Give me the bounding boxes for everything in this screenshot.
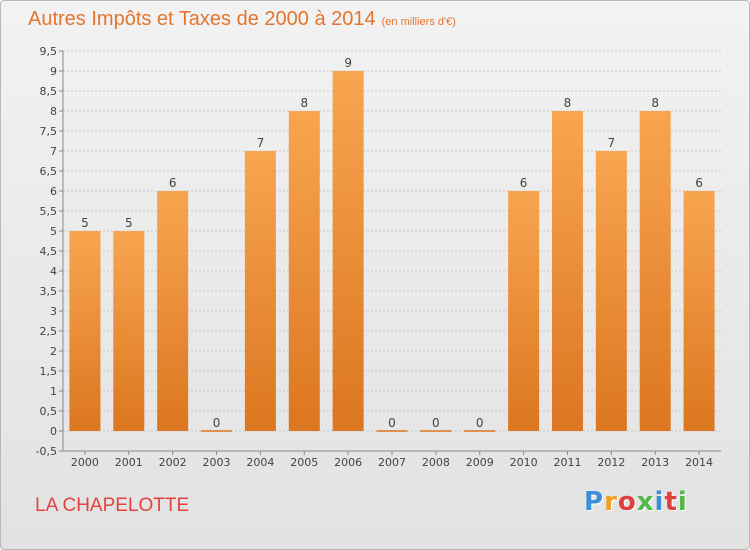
y-tick-label: 5 — [50, 225, 57, 238]
value-label-2007: 0 — [388, 416, 396, 430]
value-label-2008: 0 — [432, 416, 440, 430]
value-label-2012: 7 — [608, 136, 616, 150]
y-tick-label: 3,5 — [40, 285, 58, 298]
bar-2012 — [595, 151, 627, 431]
value-label-2013: 8 — [651, 96, 659, 110]
value-label-2000: 5 — [81, 216, 89, 230]
x-tick-label: 2011 — [553, 456, 581, 469]
value-label-2005: 8 — [300, 96, 308, 110]
y-tick-label: 7,5 — [40, 125, 58, 138]
bar-2011 — [551, 111, 583, 431]
value-label-2009: 0 — [476, 416, 484, 430]
bars: 5 5 6 0 7 8 9 0 0 0 6 8 7 8 6 — [69, 56, 715, 432]
x-tick-label: 2012 — [597, 456, 625, 469]
value-label-2006: 9 — [344, 56, 352, 70]
y-tick-label: 8,5 — [40, 85, 58, 98]
y-tick-label: 6,5 — [40, 165, 58, 178]
y-tick-label: 7 — [50, 145, 57, 158]
x-tick-label: 2010 — [510, 456, 538, 469]
y-tick-label: 1 — [50, 385, 57, 398]
commune-name: LA CHAPELOTTE — [35, 495, 190, 516]
bar-2002 — [157, 191, 189, 431]
value-label-2003: 0 — [213, 416, 221, 430]
y-tick-label: 9,5 — [40, 45, 58, 58]
bar-2005 — [288, 111, 320, 431]
axes: -0,5 0 0,5 1 1,5 2 2,5 3 3,5 4 4,5 5 5,5 6 6,5 7 7,5 8 8,5… — [36, 45, 721, 469]
y-tick-label: 8 — [50, 105, 57, 118]
y-tick-label: 0,5 — [40, 405, 58, 418]
chart-title-text: Autres Impôts et Taxes de 2000 à 2014 — [28, 8, 376, 30]
x-tick-label: 2004 — [246, 456, 274, 469]
bar-2000 — [69, 231, 101, 431]
value-label-2010: 6 — [520, 176, 528, 190]
y-tick-label: 3 — [50, 305, 57, 318]
x-tick-label: 2002 — [159, 456, 187, 469]
value-label-2004: 7 — [257, 136, 265, 150]
x-tick-label: 2013 — [641, 456, 669, 469]
bar-2014 — [683, 191, 715, 431]
proxiti-logo: Proxiti — [584, 487, 688, 517]
y-tick-label: 0 — [50, 425, 57, 438]
y-tick-label: 1,5 — [40, 365, 58, 378]
x-tick-label: 2014 — [685, 456, 713, 469]
x-tick-label: 2009 — [466, 456, 494, 469]
y-tick-label: 2 — [50, 345, 57, 358]
x-tick-label: 2007 — [378, 456, 406, 469]
y-tick-label: -0,5 — [36, 445, 57, 458]
y-tick-label: 6 — [50, 185, 57, 198]
y-tick-label: 4 — [50, 265, 57, 278]
bar-2013 — [639, 111, 671, 431]
value-label-2002: 6 — [169, 176, 177, 190]
x-tick-label: 2008 — [422, 456, 450, 469]
y-tick-label: 5,5 — [40, 205, 58, 218]
bar-2010 — [508, 191, 540, 431]
x-tick-label: 2000 — [71, 456, 99, 469]
y-tick-label: 9 — [50, 65, 57, 78]
x-tick-label: 2003 — [203, 456, 231, 469]
x-tick-label: 2001 — [115, 456, 143, 469]
bar-2006 — [332, 71, 364, 431]
x-tick-label: 2005 — [290, 456, 318, 469]
value-label-2011: 8 — [564, 96, 572, 110]
bar-2001 — [113, 231, 145, 431]
value-label-2001: 5 — [125, 216, 133, 230]
y-tick-label: 2,5 — [40, 325, 58, 338]
y-tick-label: 4,5 — [40, 245, 58, 258]
bar-2004 — [244, 151, 276, 431]
chart-unit: (en milliers d'€) — [381, 16, 456, 28]
x-tick-label: 2006 — [334, 456, 362, 469]
value-label-2014: 6 — [695, 176, 703, 190]
chart-title: Autres Impôts et Taxes de 2000 à 2014 (en… — [28, 8, 456, 31]
